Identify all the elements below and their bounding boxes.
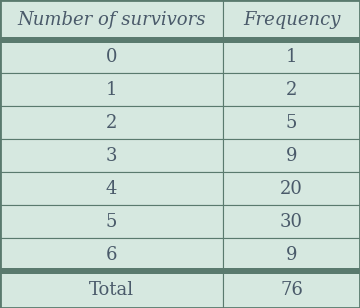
Bar xyxy=(223,106,360,139)
Text: 76: 76 xyxy=(280,281,303,298)
Bar xyxy=(0,205,223,238)
Text: 5: 5 xyxy=(286,114,297,132)
Bar xyxy=(223,73,360,106)
Bar xyxy=(223,271,360,308)
Bar xyxy=(0,268,360,274)
Text: Frequency: Frequency xyxy=(243,11,340,29)
Bar xyxy=(0,106,223,139)
Text: 0: 0 xyxy=(106,47,117,66)
Bar xyxy=(223,172,360,205)
Bar xyxy=(0,238,223,271)
Text: 30: 30 xyxy=(280,213,303,231)
Text: Total: Total xyxy=(89,281,134,298)
Text: 20: 20 xyxy=(280,180,303,197)
Bar xyxy=(0,73,223,106)
Text: 6: 6 xyxy=(106,245,117,264)
Bar xyxy=(0,172,223,205)
Bar xyxy=(0,139,223,172)
Bar xyxy=(0,271,223,308)
Text: Number of survivors: Number of survivors xyxy=(17,11,206,29)
Text: 5: 5 xyxy=(106,213,117,231)
Text: 9: 9 xyxy=(286,147,297,164)
Text: 1: 1 xyxy=(106,80,117,99)
Bar xyxy=(223,139,360,172)
Bar xyxy=(223,0,360,40)
Text: 3: 3 xyxy=(106,147,117,164)
Text: 9: 9 xyxy=(286,245,297,264)
Text: 2: 2 xyxy=(106,114,117,132)
Bar xyxy=(223,205,360,238)
Bar xyxy=(223,40,360,73)
Text: 1: 1 xyxy=(286,47,297,66)
Text: 4: 4 xyxy=(106,180,117,197)
Text: 2: 2 xyxy=(286,80,297,99)
Bar xyxy=(223,238,360,271)
Bar xyxy=(0,40,223,73)
Bar xyxy=(0,0,223,40)
Bar xyxy=(0,37,360,43)
